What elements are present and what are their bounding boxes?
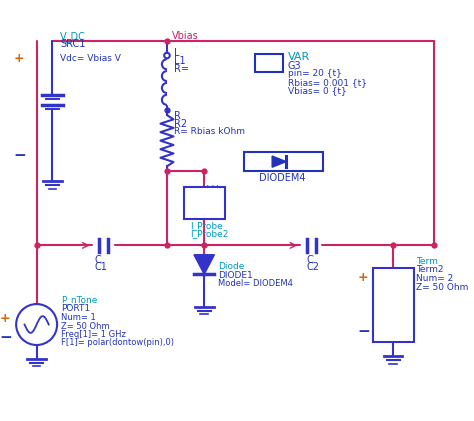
Text: I_Probe: I_Probe [190,221,223,230]
Text: Term: Term [417,256,438,266]
Text: L1: L1 [174,56,186,66]
Text: Vbias: Vbias [172,31,198,41]
Text: +: + [0,312,10,325]
Text: Eqn: Eqn [258,64,273,73]
Text: −: − [0,330,12,345]
Text: R=: R= [174,64,190,74]
Text: L: L [174,48,180,58]
Text: Var: Var [258,57,271,67]
Text: −: − [358,324,371,338]
Text: F[1]= polar(dontow(pin),0): F[1]= polar(dontow(pin),0) [61,338,174,347]
Text: Vbias= 0 {t}: Vbias= 0 {t} [288,86,346,95]
Text: −: − [13,148,26,163]
Text: R= Rbias kOhm: R= Rbias kOhm [174,127,246,136]
Text: Term2: Term2 [417,265,444,274]
Text: P_nTone: P_nTone [61,295,97,304]
Text: Vd: Vd [207,185,220,195]
Text: DIODE1: DIODE1 [218,271,253,280]
Text: Z= 50 Ohm: Z= 50 Ohm [417,282,469,292]
Polygon shape [272,156,286,167]
Text: +: + [358,271,368,283]
Text: Freq[1]= 1 GHz: Freq[1]= 1 GHz [61,330,126,339]
Text: Vdc= Vbias V: Vdc= Vbias V [60,53,121,63]
Bar [184,187,225,219]
Text: G3: G3 [288,61,301,71]
Text: Rbias= 0.001 {t}: Rbias= 0.001 {t} [288,78,367,87]
Text: VAR: VAR [288,52,310,62]
Text: C2: C2 [307,262,319,272]
Text: pin= 20 {t}: pin= 20 {t} [288,69,342,78]
Text: SRC1: SRC1 [60,39,85,49]
Text: Num= 2: Num= 2 [417,274,454,283]
Bar [255,53,283,72]
Bar [373,268,414,342]
Text: Num= 1: Num= 1 [61,313,96,322]
Text: R2: R2 [174,119,188,129]
Text: +: + [13,52,24,65]
Text: DIODEM4: DIODEM4 [259,173,306,183]
Text: R: R [174,112,181,121]
Text: C: C [307,255,313,265]
Text: C1: C1 [94,262,107,272]
Text: Z= 50 Ohm: Z= 50 Ohm [61,322,109,331]
Text: I_Probe2: I_Probe2 [190,229,228,239]
Text: Diode: Diode [218,262,245,271]
Text: PORT1: PORT1 [61,304,90,313]
Polygon shape [194,255,214,274]
Text: Model= DIODEM4: Model= DIODEM4 [218,279,293,288]
Text: V_DC: V_DC [60,31,86,42]
Bar [244,152,323,171]
Text: C: C [94,255,101,265]
